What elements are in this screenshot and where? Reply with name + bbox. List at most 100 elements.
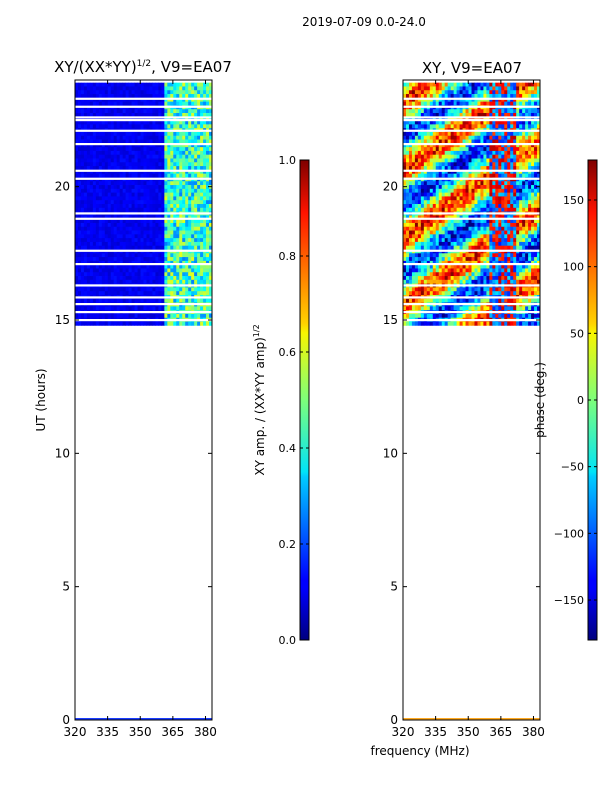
heatmap-cell: [432, 97, 437, 103]
heatmap-cell: [98, 321, 103, 326]
heatmap-cell: [194, 276, 198, 281]
heatmap-cell: [185, 230, 189, 235]
heatmap-cell: [101, 219, 106, 224]
heatmap-cell: [176, 253, 180, 258]
heatmap-cell: [125, 97, 130, 103]
heatmap-cell: [92, 150, 97, 156]
heatmap-cell: [170, 154, 174, 159]
heatmap-cell: [104, 306, 109, 311]
heatmap-cell: [146, 264, 150, 269]
heatmap-cell: [146, 82, 150, 87]
heatmap-cell: [447, 97, 452, 103]
heatmap-cell: [137, 215, 141, 220]
heatmap-cell: [525, 226, 529, 231]
heatmap-cell: [456, 124, 460, 129]
heatmap-cell: [146, 268, 150, 273]
heatmap-cell: [489, 154, 493, 159]
heatmap-cell: [122, 207, 127, 212]
heatmap-cell: [158, 90, 162, 95]
heatmap-cell: [77, 204, 82, 209]
heatmap-cell: [507, 131, 511, 137]
heatmap-cell: [522, 154, 526, 159]
heatmap-cell: [143, 234, 147, 239]
heatmap-cell: [131, 219, 135, 224]
heatmap-cell: [125, 86, 130, 91]
heatmap-cell: [519, 109, 523, 114]
heatmap-cell: [203, 169, 207, 175]
heatmap-cell: [107, 192, 112, 197]
heatmap-cell: [209, 313, 213, 319]
heatmap-cell: [462, 207, 466, 212]
heatmap-cell: [128, 200, 132, 205]
heatmap-cell: [110, 238, 115, 243]
heatmap-cell: [414, 241, 419, 247]
heatmap-cell: [441, 158, 446, 163]
heatmap-cell: [95, 222, 100, 228]
heatmap-cell: [209, 97, 213, 103]
heatmap-cell: [206, 253, 210, 258]
heatmap-cell: [444, 238, 449, 243]
heatmap-cell: [75, 245, 79, 250]
heatmap-cell: [528, 166, 532, 171]
heatmap-cell: [131, 188, 135, 194]
heatmap-cell: [83, 264, 88, 269]
heatmap-cell: [167, 97, 171, 103]
heatmap-cell: [137, 234, 141, 239]
heatmap-cell: [143, 101, 147, 106]
heatmap-cell: [191, 215, 195, 220]
heatmap-cell: [492, 124, 496, 129]
heatmap-cell: [116, 116, 121, 121]
heatmap-cell: [435, 139, 440, 144]
heatmap-cell: [438, 207, 443, 212]
heatmap-cell: [101, 226, 106, 231]
heatmap-cell: [531, 166, 535, 171]
heatmap-cell: [510, 173, 514, 178]
heatmap-cell: [92, 313, 97, 319]
heatmap-cell: [432, 131, 437, 137]
heatmap-cell: [197, 139, 201, 144]
heatmap-cell: [206, 291, 210, 296]
heatmap-cell: [405, 188, 410, 194]
heatmap-cell: [474, 185, 478, 190]
heatmap-cell: [140, 143, 144, 148]
heatmap-cell: [95, 204, 100, 209]
heatmap-cell: [420, 234, 425, 239]
heatmap-cell: [408, 230, 413, 235]
heatmap-cell: [411, 113, 416, 118]
heatmap-cell: [98, 166, 103, 171]
heatmap-cell: [116, 207, 121, 212]
heatmap-cell: [462, 185, 466, 190]
heatmap-cell: [161, 109, 165, 114]
heatmap-cell: [534, 135, 538, 140]
heatmap-cell: [182, 150, 186, 156]
heatmap-cell: [489, 86, 493, 91]
heatmap-cell: [95, 272, 100, 277]
heatmap-cell: [158, 166, 162, 171]
heatmap-cell: [486, 204, 490, 209]
heatmap-cell: [194, 185, 198, 190]
heatmap-cell: [489, 238, 493, 243]
heatmap-cell: [453, 188, 458, 194]
heatmap-cell: [194, 173, 198, 178]
heatmap-cell: [86, 166, 91, 171]
heatmap-cell: [191, 131, 195, 137]
heatmap-cell: [92, 188, 97, 194]
heatmap-cell: [519, 101, 523, 106]
heatmap-cell: [128, 253, 132, 258]
heatmap-cell: [492, 162, 496, 167]
heatmap-cell: [185, 109, 189, 114]
heatmap-cell: [86, 113, 91, 118]
heatmap-cell: [447, 215, 452, 220]
heatmap-cell: [122, 276, 127, 281]
heatmap-cell: [75, 207, 79, 212]
heatmap-cell: [501, 82, 505, 87]
heatmap-cell: [83, 154, 88, 159]
heatmap-cell: [471, 154, 475, 159]
heatmap-cell: [152, 226, 156, 231]
heatmap-cell: [480, 196, 484, 201]
heatmap-cell: [146, 204, 150, 209]
heatmap-cell: [459, 181, 463, 186]
heatmap-cell: [137, 185, 141, 190]
heatmap-cell: [525, 101, 529, 106]
heatmap-cell: [122, 135, 127, 140]
